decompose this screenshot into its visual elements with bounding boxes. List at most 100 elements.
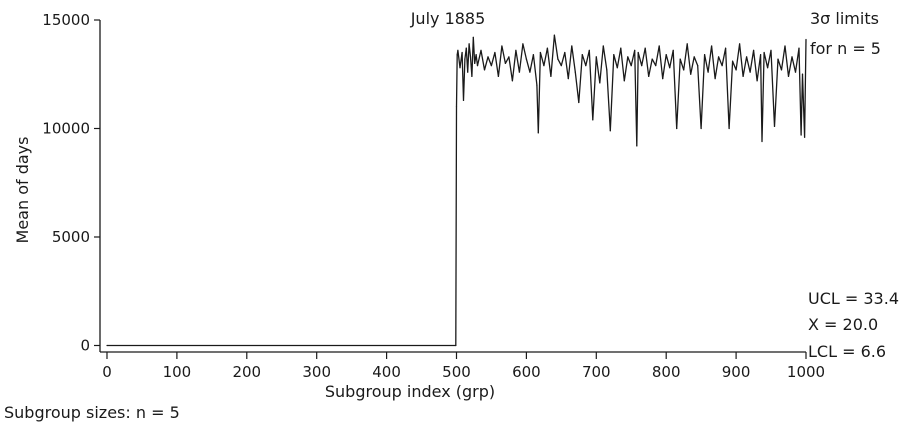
data-point: [609, 130, 611, 132]
data-point: [732, 60, 734, 62]
data-point: [522, 43, 524, 45]
series-line-0: [107, 34, 807, 347]
data-point: [634, 49, 636, 52]
data-point: [700, 127, 702, 130]
data-point: [627, 56, 629, 58]
x-axis-label: Subgroup index (grp): [325, 382, 495, 401]
data-point: [476, 65, 479, 67]
data-point: [490, 65, 492, 67]
data-point: [461, 51, 463, 54]
x-tick-label: 100: [163, 363, 192, 381]
data-point: [462, 99, 465, 101]
data-point: [798, 47, 800, 49]
data-point: [658, 45, 660, 47]
data-point: [637, 51, 639, 54]
data-point: [784, 45, 786, 47]
data-point: [511, 80, 513, 82]
event-annotation: July 1885: [410, 9, 486, 28]
data-point: [679, 58, 681, 60]
data-point: [763, 51, 765, 54]
lcl-label: LCL = 6.6: [808, 342, 886, 361]
x-tick-label: 300: [302, 363, 331, 381]
data-point: [550, 75, 552, 77]
data-point: [711, 45, 713, 47]
data-point: [777, 58, 779, 60]
data-point: [770, 49, 772, 52]
data-point: [742, 75, 744, 77]
limits-label-line2: for n = 5: [810, 39, 881, 58]
data-point: [672, 49, 674, 52]
limits-label-line1: 3σ limits: [810, 9, 879, 28]
data-point: [553, 34, 556, 36]
data-point: [665, 54, 667, 56]
data-point: [756, 80, 758, 82]
data-point: [690, 73, 692, 75]
data-point: [574, 71, 576, 73]
data-point: [537, 132, 539, 134]
data-point: [567, 78, 569, 80]
data-point: [728, 127, 730, 130]
data-point: [455, 344, 457, 347]
y-axis-label: Mean of days: [13, 137, 32, 244]
data-point: [571, 45, 573, 47]
y-axis-ticks: 0 5000 10000 15000: [42, 11, 100, 354]
axes: [99, 20, 806, 353]
data-point: [456, 54, 458, 56]
data-point: [457, 49, 459, 52]
data-point: [602, 45, 604, 47]
data-point: [529, 71, 531, 73]
subgroup-size-note: Subgroup sizes: n = 5: [4, 403, 180, 422]
data-point: [794, 71, 797, 73]
data-point: [725, 47, 727, 49]
data-point: [613, 54, 615, 56]
data-point: [636, 145, 638, 147]
y-tick-label: 0: [80, 336, 90, 354]
data-point: [459, 67, 461, 69]
data-point: [465, 47, 467, 49]
data-point: [704, 54, 706, 56]
data-point: [780, 69, 783, 71]
data-point: [804, 136, 806, 138]
data-point: [620, 47, 622, 49]
data-point: [749, 71, 751, 73]
data-point: [676, 127, 678, 130]
x-tick-label: 1000: [787, 363, 825, 381]
data-point: [791, 56, 793, 58]
data-point: [475, 54, 477, 56]
ucl-label: UCL = 33.4: [808, 289, 899, 308]
data-point: [557, 58, 559, 60]
data-point: [773, 125, 776, 127]
data-point: [630, 65, 632, 67]
x-axis-ticks: 0 100 200 300 400 500 600 700 800 900 1000: [102, 352, 825, 381]
data-point: [599, 82, 601, 84]
data-point: [536, 84, 538, 86]
x-tick-label: 0: [102, 363, 112, 381]
x-tick-label: 500: [442, 363, 471, 381]
data-point: [644, 47, 646, 49]
data-point: [588, 49, 590, 52]
data-point: [735, 69, 737, 71]
data-point: [543, 65, 545, 67]
data-point: [801, 73, 804, 75]
data-point: [525, 58, 528, 60]
x-tick-label: 600: [512, 363, 541, 381]
data-point: [616, 67, 618, 69]
data-point: [578, 101, 580, 104]
data-point: [546, 47, 549, 49]
x-tick-label: 700: [582, 363, 611, 381]
data-point: [474, 62, 476, 64]
x-tick-label: 800: [652, 363, 681, 381]
data-point: [581, 54, 583, 56]
data-point: [469, 56, 472, 58]
center-line-label: X = 20.0: [808, 315, 878, 334]
y-tick-label: 10000: [42, 119, 90, 137]
data-point: [483, 69, 486, 71]
data-point: [606, 69, 608, 71]
data-point: [760, 54, 762, 56]
data-point: [494, 51, 496, 54]
data-point: [472, 36, 474, 39]
data-point: [746, 56, 748, 58]
data-point: [539, 51, 542, 54]
data-point: [471, 75, 473, 77]
